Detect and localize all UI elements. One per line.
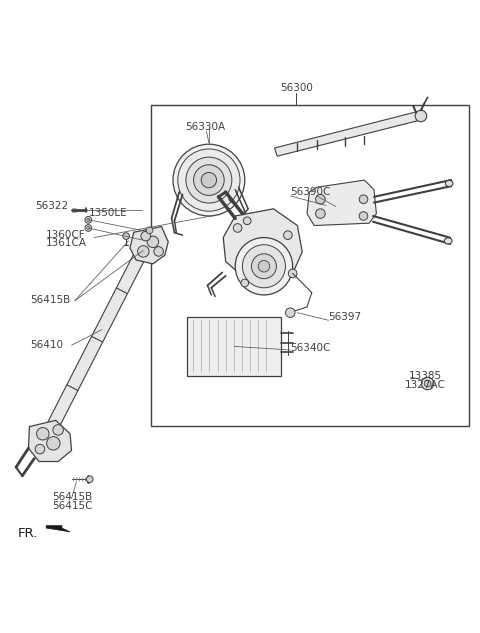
Circle shape <box>316 209 325 218</box>
Text: 56415C: 56415C <box>52 501 93 511</box>
Circle shape <box>235 237 293 295</box>
Circle shape <box>243 217 251 225</box>
Circle shape <box>85 225 92 231</box>
Circle shape <box>35 444 45 454</box>
Circle shape <box>286 308 295 318</box>
Circle shape <box>87 218 90 222</box>
Circle shape <box>201 172 216 188</box>
Circle shape <box>173 144 245 216</box>
Circle shape <box>85 216 92 223</box>
Text: 13385: 13385 <box>408 372 442 381</box>
Circle shape <box>36 427 49 440</box>
Ellipse shape <box>445 180 453 187</box>
Text: 56322: 56322 <box>35 201 68 211</box>
Polygon shape <box>223 209 302 283</box>
Circle shape <box>233 223 242 232</box>
Text: 56415B: 56415B <box>30 295 71 304</box>
Text: 1360CF: 1360CF <box>46 230 86 240</box>
Circle shape <box>359 195 368 204</box>
Circle shape <box>241 279 249 287</box>
Bar <box>152 105 469 425</box>
Circle shape <box>87 227 90 229</box>
Text: 56410: 56410 <box>30 340 63 350</box>
Polygon shape <box>130 227 168 264</box>
Text: 56397: 56397 <box>328 313 361 322</box>
Circle shape <box>242 245 286 288</box>
Circle shape <box>359 211 368 220</box>
Circle shape <box>147 236 158 248</box>
Polygon shape <box>28 420 72 461</box>
Circle shape <box>186 157 232 203</box>
Circle shape <box>123 233 130 239</box>
Circle shape <box>53 425 63 436</box>
Polygon shape <box>275 111 420 156</box>
Bar <box>187 316 281 377</box>
Text: FR.: FR. <box>17 527 38 541</box>
Circle shape <box>146 227 153 234</box>
Text: 56340C: 56340C <box>290 342 331 353</box>
Circle shape <box>415 110 427 122</box>
Circle shape <box>178 149 240 211</box>
Circle shape <box>284 231 292 239</box>
Text: 1361CA: 1361CA <box>46 238 87 248</box>
Polygon shape <box>42 239 152 439</box>
Text: 56415B: 56415B <box>52 492 92 503</box>
Circle shape <box>154 247 163 256</box>
Polygon shape <box>46 525 70 532</box>
Text: 56300: 56300 <box>280 83 313 92</box>
Text: 1350LE: 1350LE <box>89 208 128 218</box>
Text: 1327AC: 1327AC <box>405 380 446 390</box>
Polygon shape <box>307 180 376 225</box>
Circle shape <box>141 231 151 241</box>
Circle shape <box>252 254 276 279</box>
Circle shape <box>86 476 93 482</box>
Text: 56330A: 56330A <box>185 122 225 132</box>
Ellipse shape <box>444 238 452 244</box>
Text: 56390C: 56390C <box>290 187 331 197</box>
Circle shape <box>258 261 270 272</box>
Circle shape <box>138 246 149 257</box>
Circle shape <box>47 437 60 450</box>
Circle shape <box>193 165 224 196</box>
Circle shape <box>316 194 325 204</box>
Circle shape <box>288 269 297 278</box>
Circle shape <box>424 380 431 387</box>
Circle shape <box>421 377 434 390</box>
